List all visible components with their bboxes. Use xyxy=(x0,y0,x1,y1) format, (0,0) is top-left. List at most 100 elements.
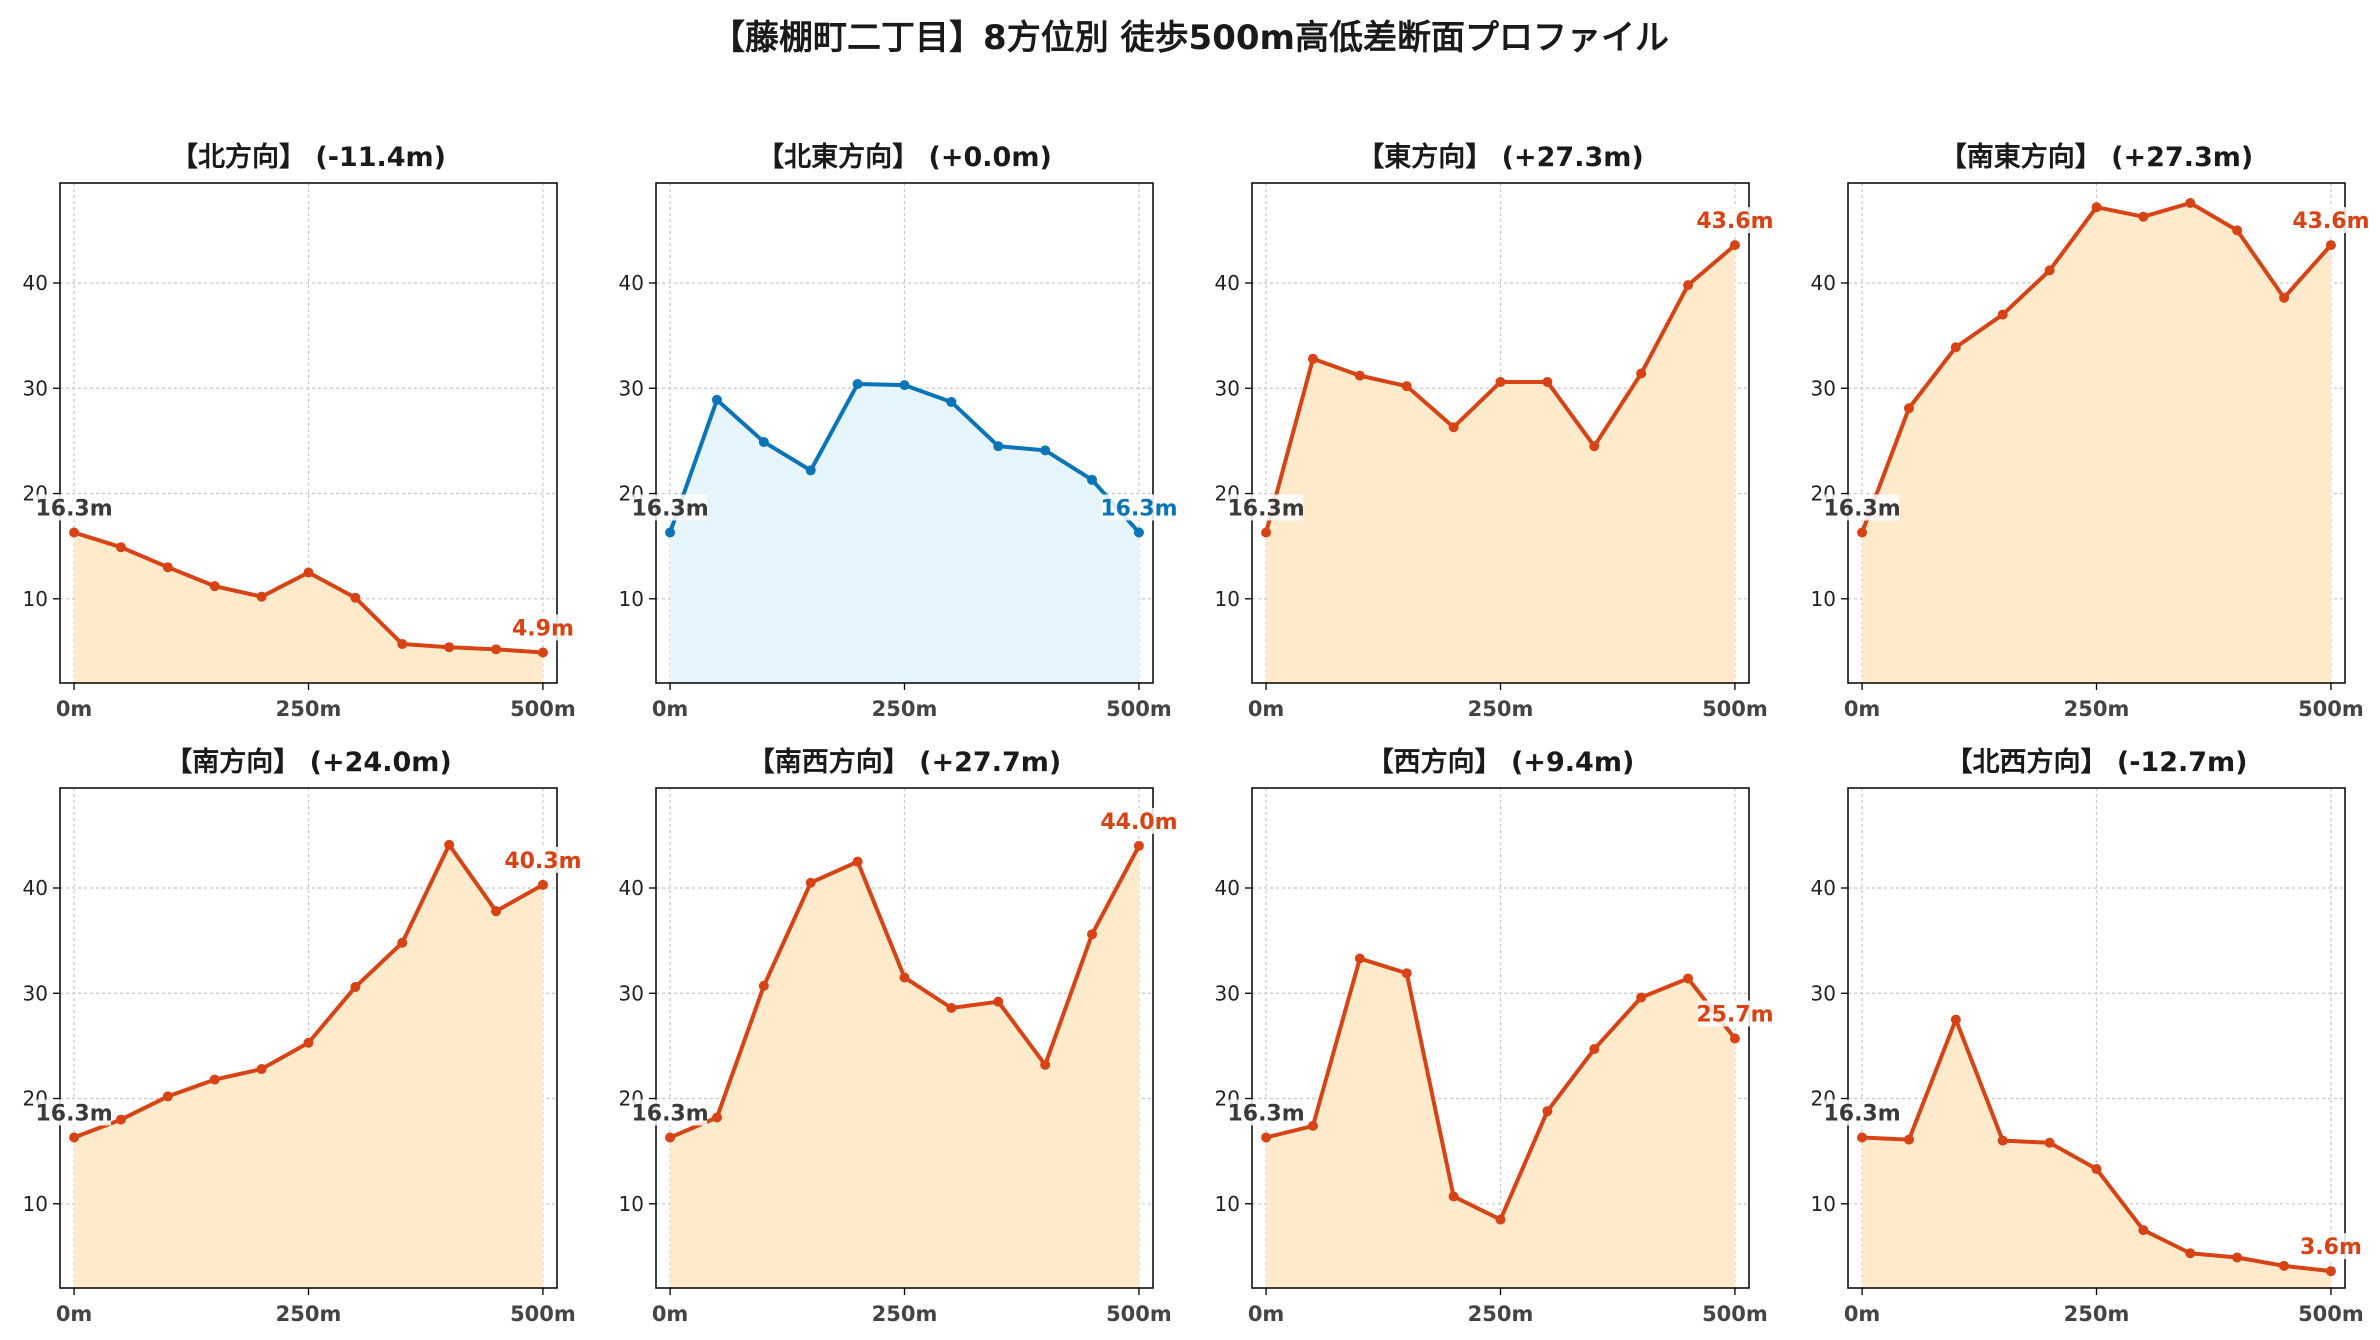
data-point xyxy=(69,527,80,538)
data-point xyxy=(1903,403,1914,414)
start-label-bg xyxy=(633,1099,708,1126)
data-point xyxy=(162,562,173,573)
chart-panel: 【北西方向】 (-12.7m)0m 250m 500m1020304016.3m3.… xyxy=(1811,746,2364,1326)
data-point xyxy=(1636,992,1647,1003)
data-point xyxy=(1729,1033,1740,1044)
data-point xyxy=(899,972,910,983)
data-point xyxy=(1950,342,1961,353)
data-point xyxy=(1133,527,1144,538)
data-point xyxy=(2325,1266,2336,1277)
area-fill xyxy=(1862,203,2331,683)
data-point xyxy=(1683,280,1694,291)
chart-title: 【南西方向】 (+27.7m) xyxy=(748,746,1061,778)
data-point xyxy=(1542,1106,1553,1117)
y-tick-label: 10 xyxy=(1215,1192,1240,1216)
data-point xyxy=(805,877,816,888)
data-point xyxy=(1040,1059,1051,1070)
data-point xyxy=(491,906,502,917)
plot-frame xyxy=(59,787,558,1289)
data-point xyxy=(1589,1044,1600,1055)
chart-panel: 【南西方向】 (+27.7m)0m 250m 500m1020304016.3m44… xyxy=(619,746,1178,1326)
chart-title: 【北東方向】 (+0.0m) xyxy=(757,141,1052,173)
data-point xyxy=(537,879,548,890)
area-fill xyxy=(74,844,543,1288)
y-tick-label: 40 xyxy=(619,876,644,900)
data-point xyxy=(993,996,1004,1007)
x-tick-label: 0m xyxy=(1248,1302,1285,1326)
data-point xyxy=(1354,953,1365,964)
chart-panel: 【北方向】 (-11.4m)0m 250m 500m1020304016.3m4.9… xyxy=(23,141,576,721)
chart-title: 【南東方向】 (+27.3m) xyxy=(1940,141,2253,173)
area-fill xyxy=(670,384,1139,683)
data-point xyxy=(993,441,1004,452)
start-label: 16.3m xyxy=(1227,496,1304,521)
data-point xyxy=(1997,309,2008,320)
data-point xyxy=(1307,353,1318,364)
plot-frame xyxy=(1847,182,2346,684)
data-point xyxy=(397,639,408,650)
data-point xyxy=(711,394,722,405)
x-tick-label: 500m xyxy=(1106,1302,1172,1326)
chart-title: 【西方向】 (+9.4m) xyxy=(1367,746,1635,778)
start-label-bg xyxy=(1825,494,1900,521)
start-label-bg xyxy=(37,1099,112,1126)
area-fill xyxy=(670,845,1139,1288)
y-tick-label: 10 xyxy=(1215,587,1240,611)
data-point xyxy=(852,379,863,390)
data-point xyxy=(2279,292,2290,303)
data-point xyxy=(256,1064,267,1075)
data-point xyxy=(1401,968,1412,979)
y-tick-label: 40 xyxy=(1811,876,1836,900)
y-tick-label: 30 xyxy=(1811,376,1836,400)
end-label-bg xyxy=(1697,1000,1772,1027)
data-point xyxy=(1354,370,1365,381)
x-tick-label: 250m xyxy=(2064,1302,2130,1326)
y-tick-label: 30 xyxy=(619,981,644,1005)
start-label: 16.3m xyxy=(631,496,708,521)
x-tick-label: 500m xyxy=(1702,697,1768,721)
data-point xyxy=(899,380,910,391)
data-point xyxy=(2091,1164,2102,1175)
data-point xyxy=(758,436,769,447)
data-point xyxy=(1683,973,1694,984)
x-tick-label: 0m xyxy=(652,1302,689,1326)
x-tick-label: 0m xyxy=(1248,697,1285,721)
chart-title: 【北西方向】 (-12.7m) xyxy=(1945,746,2247,778)
y-tick-label: 10 xyxy=(1811,1192,1836,1216)
chart-panel: 【南東方向】 (+27.3m)0m 250m 500m1020304016.3m43… xyxy=(1811,141,2370,721)
data-point xyxy=(162,1091,173,1102)
end-label: 44.0m xyxy=(1100,810,1177,835)
chart-title: 【南方向】 (+24.0m) xyxy=(165,746,451,778)
end-label-bg xyxy=(1101,494,1176,521)
end-label: 43.6m xyxy=(1696,209,1773,234)
start-label: 16.3m xyxy=(35,496,112,521)
y-tick-label: 10 xyxy=(23,587,48,611)
plot-frame xyxy=(59,182,558,684)
x-tick-label: 0m xyxy=(652,697,689,721)
data-point xyxy=(444,839,455,850)
data-point xyxy=(1729,240,1740,251)
data-point xyxy=(665,1132,676,1143)
data-point xyxy=(1997,1135,2008,1146)
data-point xyxy=(115,1114,126,1125)
data-point xyxy=(1950,1014,1961,1025)
data-point xyxy=(665,527,676,538)
data-point xyxy=(805,465,816,476)
start-label-bg xyxy=(37,494,112,521)
x-tick-label: 0m xyxy=(56,697,93,721)
y-tick-label: 30 xyxy=(1215,981,1240,1005)
start-label-bg xyxy=(1229,494,1304,521)
y-tick-label: 30 xyxy=(619,376,644,400)
y-tick-label: 40 xyxy=(23,876,48,900)
data-point xyxy=(2091,202,2102,213)
plot-frame xyxy=(655,182,1154,684)
data-point xyxy=(69,1132,80,1143)
y-tick-label: 40 xyxy=(23,271,48,295)
data-point xyxy=(2044,1137,2055,1148)
data-point xyxy=(946,396,957,407)
data-point xyxy=(1857,527,1868,538)
y-tick-label: 30 xyxy=(23,376,48,400)
data-point xyxy=(491,644,502,655)
